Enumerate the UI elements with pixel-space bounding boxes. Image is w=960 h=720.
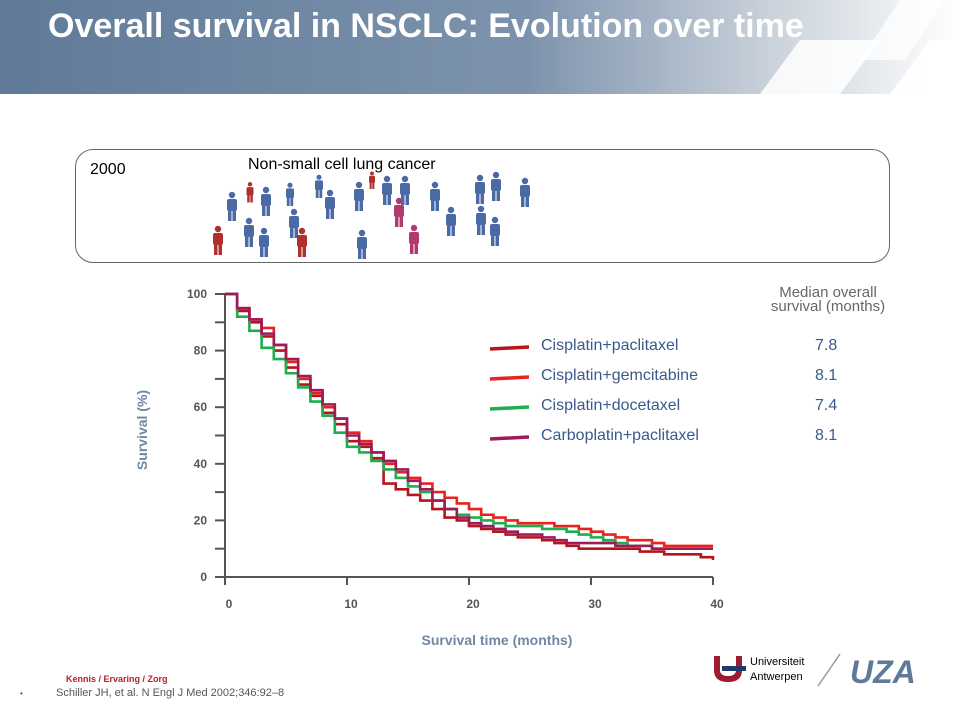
y-tick-label: 40 [194,457,208,471]
person-icon [475,174,485,204]
legend-swatch [489,375,530,381]
slide-title: Overall survival in NSCLC: Evolution ove… [48,7,804,45]
y-tick-label: 20 [194,513,208,527]
y-tick-label: 100 [187,287,207,301]
y-tick-label: 80 [194,344,208,358]
person-icon [246,182,254,203]
x-tick-label: 30 [588,597,602,611]
person-icon [261,186,271,216]
y-axis-label: Survival (%) [134,390,150,470]
y-tick-label: 60 [194,400,208,414]
header-decoration [760,0,960,94]
person-icon [369,171,375,189]
person-icon [289,208,299,238]
person-icon [286,182,294,206]
person-icon [259,227,269,257]
person-icon [409,224,419,254]
person-icon [357,229,367,259]
legend-swatch [489,345,530,351]
brand-tagline: Kennis / Ervaring / Zorg [66,674,168,684]
uza-logo: UZA [817,653,916,690]
person-icon [213,225,223,255]
person-icon [394,197,404,227]
legend-label: Carboplatin+paclitaxel [541,427,699,444]
x-tick-label: 40 [710,597,724,611]
population-panel [75,149,890,263]
x-tick-label: 0 [226,597,233,611]
person-icon [491,171,501,201]
panel-year: 2000 [90,161,126,178]
x-tick-label: 20 [466,597,480,611]
legend-median: 8.1 [815,427,837,444]
person-icon [430,181,440,211]
person-icon [446,206,456,236]
legend-median: 7.8 [815,337,837,354]
x-axis-label: Survival time (months) [422,632,573,648]
series-line [225,292,713,548]
university-name-line2: Antwerpen [750,671,803,683]
person-icon [382,175,392,205]
person-icon [325,189,335,219]
legend-header-line1: Median overall [779,284,877,301]
chart-axes: 0 20 40 60 80 100 0 10 20 30 40 Survival time (mont… [134,287,724,648]
x-tick-label: 10 [344,597,358,611]
chart-series [225,292,715,561]
legend-label: Cisplatin+paclitaxel [541,337,678,354]
person-icon [297,227,307,257]
university-name-line1: Universiteit [750,656,805,668]
legend-median: 8.1 [815,367,837,384]
legend-median: 7.4 [815,397,837,414]
person-icon [227,191,237,221]
person-icon [490,216,500,246]
header-banner [0,0,960,94]
series-line [225,292,713,550]
person-icon [520,177,530,207]
legend-label: Cisplatin+gemcitabine [541,367,698,384]
series-line [225,292,713,550]
uza-text: UZA [850,654,916,690]
legend-swatch [489,435,530,441]
person-icon [354,181,364,211]
legend-label: Cisplatin+docetaxel [541,397,680,414]
legend-swatch [489,405,530,411]
bullet-marker: • [20,689,23,698]
person-icon [400,175,410,205]
university-logo-icon [714,656,746,682]
person-icon [476,205,486,235]
citation: Schiller JH, et al. N Engl J Med 2002;34… [56,687,285,699]
person-icon [315,174,323,198]
person-icon [244,217,254,247]
panel-title: Non-small cell lung cancer [248,156,436,173]
y-tick-label: 0 [200,570,207,584]
legend-header-line2: survival (months) [771,298,885,315]
